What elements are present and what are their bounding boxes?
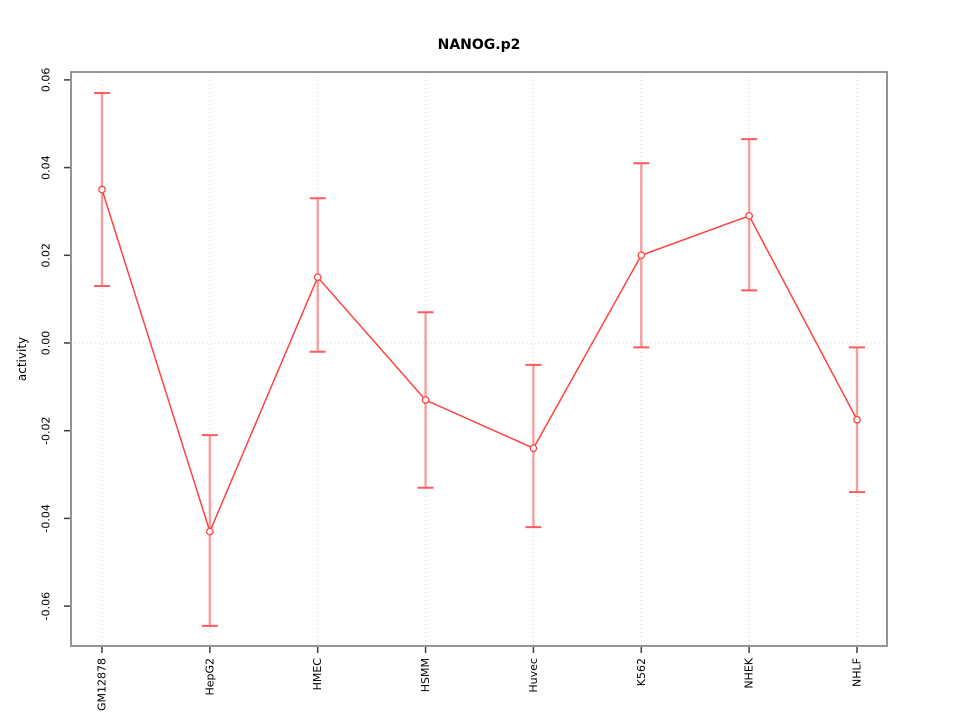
data-point [98, 185, 106, 194]
data-point [745, 211, 753, 220]
y-tick-label: -0.04 [40, 504, 53, 532]
chart-layer: 0.06 0.04 0.02 0.00 -0.02 -0.04 -0.06 GM12878 He… [40, 68, 888, 711]
x-tick-label: Huvec [527, 658, 540, 693]
y-axis-label: activity [15, 337, 29, 381]
y-tick-label: -0.02 [40, 416, 53, 444]
data-point [853, 415, 861, 424]
series-line [101, 189, 858, 534]
x-tick-label: K562 [635, 658, 648, 686]
data-point [421, 396, 430, 404]
plot-border [70, 71, 888, 647]
data-point [529, 444, 538, 453]
data-point [313, 273, 322, 282]
x-tick-label: NHEK [743, 657, 756, 688]
chart-title: NANOG.p2 [438, 37, 521, 53]
y-tick-label: 0.04 [40, 155, 53, 180]
y-tick-label: 0.06 [40, 68, 53, 93]
y-tick-label: 0.00 [40, 331, 53, 356]
x-tick-label: NHLF [851, 658, 864, 687]
y-tick-label: 0.02 [40, 243, 53, 268]
x-tick-label: HMEC [311, 658, 324, 691]
y-tick-label: -0.06 [40, 592, 53, 620]
x-tick-label: GM12878 [96, 658, 109, 711]
x-tick-label: HepG2 [203, 658, 216, 696]
x-tick-label: HSMM [419, 658, 432, 692]
data-point [637, 251, 646, 260]
data-point [206, 527, 214, 536]
